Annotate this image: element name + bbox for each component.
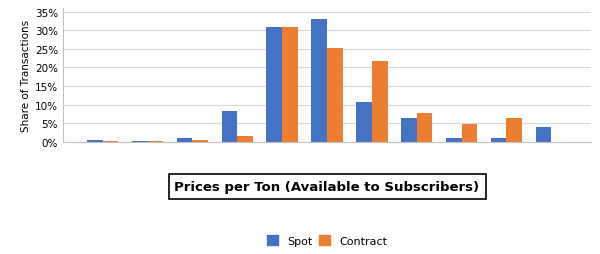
Bar bbox=[446, 138, 461, 142]
Bar bbox=[311, 20, 327, 142]
Text: Prices per Ton (Available to Subscribers): Prices per Ton (Available to Subscribers… bbox=[175, 180, 479, 193]
Bar bbox=[221, 112, 237, 142]
Bar bbox=[356, 102, 372, 142]
Bar bbox=[327, 49, 343, 142]
Bar bbox=[536, 128, 551, 142]
Y-axis label: Share of Transactions: Share of Transactions bbox=[21, 20, 31, 131]
Bar bbox=[417, 113, 433, 142]
Bar bbox=[266, 27, 282, 142]
Bar bbox=[372, 62, 388, 142]
Bar bbox=[148, 141, 163, 142]
Bar bbox=[506, 119, 522, 142]
Bar bbox=[282, 27, 298, 142]
Bar bbox=[87, 140, 103, 142]
Bar bbox=[491, 138, 506, 142]
Legend: Spot, Contract: Spot, Contract bbox=[267, 235, 387, 246]
Bar bbox=[237, 137, 253, 142]
Bar bbox=[461, 125, 477, 142]
Bar bbox=[401, 119, 417, 142]
Bar bbox=[193, 141, 208, 142]
Bar bbox=[132, 141, 148, 142]
Bar bbox=[177, 138, 193, 142]
Bar bbox=[103, 141, 118, 142]
